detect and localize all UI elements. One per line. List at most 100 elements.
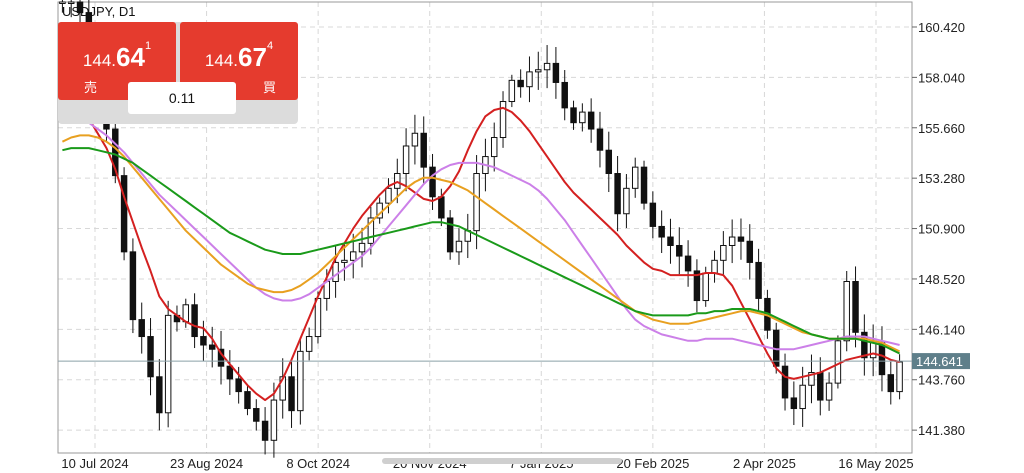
y-tick-label: 143.760 bbox=[918, 373, 965, 388]
y-tick-label: 160.420 bbox=[918, 20, 965, 35]
candle-body bbox=[579, 111, 586, 124]
candle-body bbox=[314, 297, 322, 338]
x-tick-label: 23 Aug 2024 bbox=[170, 456, 243, 471]
candle-body bbox=[446, 217, 454, 253]
candle-body bbox=[253, 408, 260, 422]
candle-body bbox=[737, 236, 745, 242]
candle-body bbox=[270, 399, 278, 441]
candle-body bbox=[226, 365, 234, 380]
candle-body bbox=[67, 1, 75, 4]
current-price-value: 144.641 bbox=[916, 354, 963, 369]
symbol-label: USDJPY, D1 bbox=[62, 4, 136, 19]
candle-body bbox=[147, 336, 154, 378]
y-tick-label: 148.520 bbox=[918, 272, 965, 287]
candle-body bbox=[490, 137, 498, 158]
candle-body bbox=[244, 391, 251, 410]
candle-body bbox=[394, 173, 401, 189]
candle-body bbox=[720, 244, 727, 261]
buy-price: 144.674 bbox=[180, 40, 298, 73]
candle-body bbox=[349, 251, 357, 261]
candle-body bbox=[358, 242, 366, 253]
candle-body bbox=[332, 261, 339, 282]
candle-body bbox=[896, 361, 903, 393]
candle-body bbox=[59, 1, 66, 4]
candle-body bbox=[138, 319, 145, 338]
y-tick-label: 155.660 bbox=[918, 121, 965, 136]
candle-body bbox=[570, 107, 577, 124]
candle-body bbox=[658, 225, 665, 238]
candle-body bbox=[297, 350, 304, 412]
candle-body bbox=[693, 270, 701, 302]
candle-body bbox=[120, 175, 128, 253]
candle-body bbox=[411, 132, 419, 147]
candle-body bbox=[517, 79, 524, 88]
candle-body bbox=[305, 336, 313, 352]
current-price-tag: 144.641 bbox=[912, 353, 970, 370]
candle-body bbox=[834, 340, 842, 384]
x-tick-label: 16 May 2025 bbox=[838, 456, 913, 471]
candle-body bbox=[156, 376, 163, 414]
candle-body bbox=[402, 145, 410, 175]
candle-body bbox=[367, 217, 375, 244]
y-tick-label: 158.040 bbox=[918, 70, 965, 85]
candle-body bbox=[385, 187, 392, 204]
candle-body bbox=[702, 272, 709, 302]
candle-body bbox=[861, 331, 868, 359]
candle-body bbox=[235, 378, 242, 393]
candle-body bbox=[288, 376, 295, 412]
buy-label: 買 bbox=[262, 80, 276, 95]
candle-body bbox=[526, 71, 533, 88]
x-tick-label: 20 Feb 2025 bbox=[616, 456, 689, 471]
candle-body bbox=[596, 128, 604, 151]
candle-body bbox=[112, 128, 119, 177]
candle-body bbox=[438, 196, 445, 219]
candle-body bbox=[799, 384, 806, 410]
candle-body bbox=[605, 149, 613, 175]
candle-body bbox=[341, 259, 348, 263]
candle-body bbox=[728, 236, 736, 246]
horizontal-scrollbar[interactable] bbox=[382, 458, 622, 464]
buy-price-small: 144. bbox=[204, 51, 239, 70]
moving-average-line-2 bbox=[62, 115, 900, 351]
candle-body bbox=[587, 111, 595, 130]
candle-body bbox=[208, 344, 216, 350]
candle-body bbox=[623, 187, 630, 215]
candle-body bbox=[473, 173, 480, 232]
volume-input[interactable]: 0.11 bbox=[128, 82, 236, 114]
candle-body bbox=[164, 314, 172, 414]
candle-body bbox=[200, 336, 207, 346]
candle-body bbox=[129, 251, 137, 321]
candle-body bbox=[667, 236, 674, 246]
x-tick-label: 10 Jul 2024 bbox=[61, 456, 128, 471]
sell-label: 売 bbox=[84, 80, 98, 95]
candle-body bbox=[640, 166, 648, 204]
x-tick-label: 2 Apr 2025 bbox=[733, 456, 796, 471]
buy-price-sup: 4 bbox=[266, 40, 274, 52]
candle-body bbox=[508, 79, 516, 103]
candle-body bbox=[455, 240, 463, 253]
candle-body bbox=[852, 280, 859, 333]
moving-average-line-1 bbox=[62, 96, 900, 402]
buy-button[interactable]: 144.674 買 bbox=[180, 22, 298, 100]
candle-body bbox=[261, 420, 269, 441]
candle-body bbox=[543, 62, 551, 71]
y-tick-label: 153.280 bbox=[918, 171, 965, 186]
candle-body bbox=[825, 382, 833, 401]
candle-body bbox=[684, 255, 692, 272]
candle-body bbox=[808, 372, 815, 386]
candle-body bbox=[614, 173, 621, 215]
candle-body bbox=[790, 397, 798, 410]
candle-body bbox=[746, 240, 754, 263]
candle-body bbox=[499, 101, 507, 139]
candle-body bbox=[649, 202, 657, 227]
y-tick-label: 146.140 bbox=[918, 322, 965, 337]
candle-body bbox=[869, 342, 877, 359]
candle-body bbox=[817, 372, 824, 401]
plot-frame bbox=[57, 1, 913, 454]
x-tick-label: 8 Oct 2024 bbox=[286, 456, 350, 471]
candle-body bbox=[561, 81, 568, 109]
candle-body bbox=[781, 365, 789, 399]
sell-price-big: 64 bbox=[116, 42, 145, 72]
candle-body bbox=[887, 374, 895, 393]
